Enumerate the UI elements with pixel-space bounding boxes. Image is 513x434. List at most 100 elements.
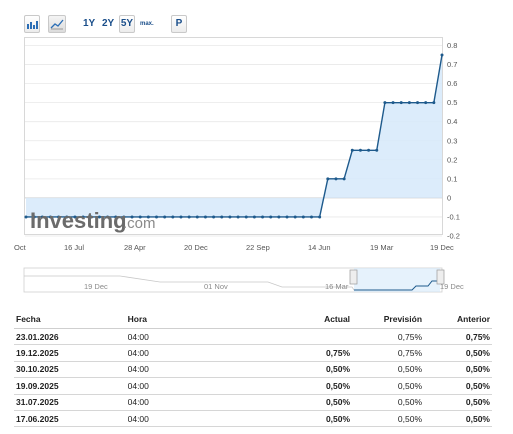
- range-5y[interactable]: 5Y: [119, 15, 135, 33]
- row-previous: 0,50%: [424, 410, 492, 428]
- data-point[interactable]: [146, 215, 150, 219]
- y-tick-label: 0.3: [447, 136, 457, 145]
- row-time: 04:00: [125, 410, 272, 428]
- series-points: [24, 53, 444, 219]
- range-max[interactable]: max.: [140, 21, 154, 27]
- data-point[interactable]: [48, 215, 52, 219]
- data-point[interactable]: [350, 148, 354, 152]
- data-point[interactable]: [138, 215, 142, 219]
- data-point[interactable]: [122, 215, 126, 219]
- range-2y[interactable]: 2Y: [102, 18, 115, 29]
- data-point[interactable]: [375, 148, 379, 152]
- data-point[interactable]: [187, 215, 191, 219]
- data-point[interactable]: [130, 215, 134, 219]
- data-point[interactable]: [261, 215, 265, 219]
- data-point[interactable]: [301, 215, 305, 219]
- data-point[interactable]: [318, 215, 322, 219]
- navigator-selection[interactable]: [354, 268, 440, 292]
- data-point[interactable]: [432, 101, 436, 105]
- header-forecast[interactable]: Previsión: [352, 310, 425, 329]
- p-button[interactable]: P: [171, 15, 187, 33]
- navigator-label: 16 Mar: [325, 282, 349, 291]
- data-point[interactable]: [252, 215, 256, 219]
- line-chart-button[interactable]: [48, 15, 66, 33]
- data-point[interactable]: [391, 101, 395, 105]
- navigator-right-handle[interactable]: [436, 269, 445, 285]
- data-point[interactable]: [407, 101, 411, 105]
- table-row: 19.09.2025 04:00 0,50% 0,50% 0,50%: [14, 377, 492, 395]
- navigator[interactable]: 19 Dec 01 Nov 16 Mar 19 Dec: [23, 267, 464, 293]
- data-point[interactable]: [416, 101, 420, 105]
- row-actual: 0,50%: [271, 410, 353, 428]
- data-point[interactable]: [293, 215, 297, 219]
- navigator-left-handle[interactable]: [349, 269, 358, 285]
- data-point[interactable]: [277, 215, 281, 219]
- data-point[interactable]: [269, 215, 273, 219]
- data-point[interactable]: [228, 215, 232, 219]
- data-point[interactable]: [179, 215, 183, 219]
- x-tick-label: 19 Mar: [370, 243, 394, 252]
- data-point[interactable]: [65, 215, 69, 219]
- row-actual: 0,75%: [271, 344, 353, 362]
- row-date: 31.07.2025: [14, 394, 126, 411]
- data-point[interactable]: [342, 177, 346, 181]
- data-point[interactable]: [424, 101, 428, 105]
- data-point[interactable]: [171, 215, 175, 219]
- line-chart-icon: [50, 19, 64, 30]
- data-point[interactable]: [114, 215, 118, 219]
- data-point[interactable]: [285, 215, 289, 219]
- y-tick-label: 0.8: [447, 41, 457, 50]
- row-actual: [271, 328, 353, 346]
- data-point[interactable]: [195, 215, 199, 219]
- data-point[interactable]: [383, 101, 387, 105]
- row-forecast: 0,50%: [352, 361, 425, 379]
- y-tick-label: 0.4: [447, 117, 457, 126]
- data-point[interactable]: [155, 215, 159, 219]
- x-tick-label: Oct: [14, 243, 27, 252]
- bar-chart-icon: [27, 21, 38, 29]
- table-row: 23.01.2026 04:00 0,75% 0,75%: [14, 328, 492, 346]
- data-point[interactable]: [334, 177, 338, 181]
- data-point[interactable]: [326, 177, 330, 181]
- navigator-label: 19 Dec: [84, 282, 108, 291]
- row-time: 04:00: [125, 394, 272, 411]
- row-previous: 0,50%: [424, 377, 492, 395]
- y-tick-label: 0.5: [447, 98, 457, 107]
- data-point[interactable]: [309, 215, 313, 219]
- y-axis-ticks: 0.8 0.7 0.6 0.5 0.4 0.3 0.2 0.1 0 -0.1 -0.2: [447, 41, 460, 241]
- data-point[interactable]: [32, 215, 36, 219]
- data-point[interactable]: [89, 215, 93, 219]
- chart-area-fill: [26, 55, 442, 217]
- data-point[interactable]: [203, 215, 207, 219]
- data-point[interactable]: [367, 148, 371, 152]
- table-header-row: Fecha Hora Actual Previsión Anterior: [14, 310, 492, 329]
- row-forecast: 0,75%: [352, 328, 425, 346]
- data-point[interactable]: [163, 215, 167, 219]
- series-line: [26, 54, 443, 218]
- row-previous: 0,75%: [424, 328, 492, 346]
- data-point[interactable]: [40, 215, 44, 219]
- header-previous[interactable]: Anterior: [424, 310, 492, 329]
- data-point[interactable]: [24, 215, 28, 219]
- header-actual[interactable]: Actual: [271, 310, 353, 329]
- data-point[interactable]: [57, 215, 61, 219]
- data-point[interactable]: [358, 148, 362, 152]
- row-forecast: 0,75%: [352, 344, 425, 362]
- header-time[interactable]: Hora: [125, 310, 272, 329]
- row-actual: 0,50%: [271, 377, 353, 395]
- header-date[interactable]: Fecha: [14, 310, 126, 329]
- data-point[interactable]: [81, 215, 85, 219]
- data-point[interactable]: [244, 215, 248, 219]
- data-point[interactable]: [73, 215, 77, 219]
- y-tick-label: 0: [447, 193, 451, 202]
- data-point[interactable]: [106, 215, 110, 219]
- data-point[interactable]: [440, 53, 444, 57]
- data-point[interactable]: [399, 101, 403, 105]
- data-point[interactable]: [97, 215, 101, 219]
- data-point[interactable]: [220, 215, 224, 219]
- data-point[interactable]: [236, 215, 240, 219]
- data-point[interactable]: [212, 215, 216, 219]
- row-time: 04:00: [125, 328, 272, 346]
- range-1y[interactable]: 1Y: [83, 18, 96, 29]
- bar-chart-button[interactable]: [24, 15, 40, 33]
